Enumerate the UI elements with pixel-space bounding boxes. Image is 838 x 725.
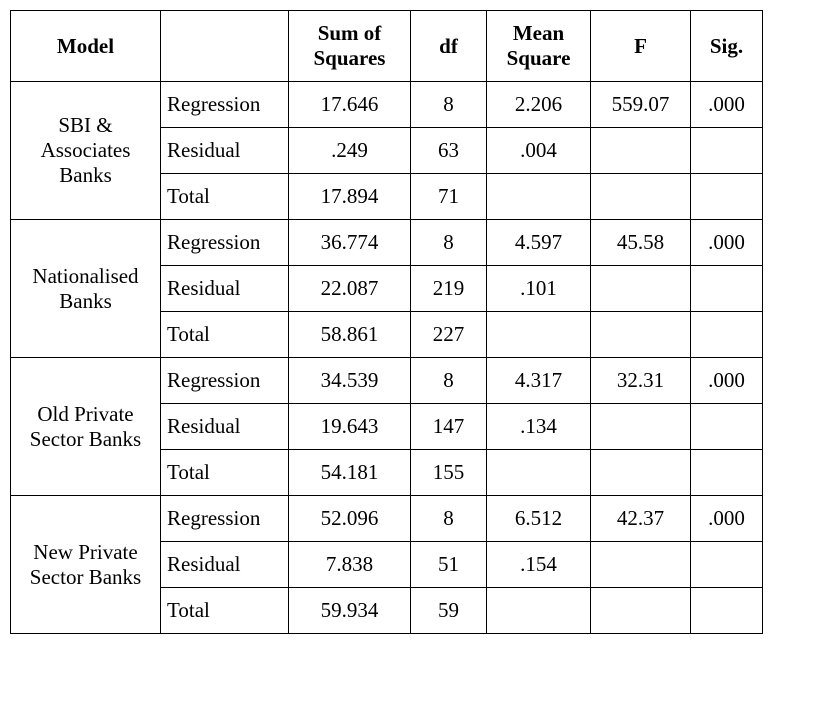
df-cell: 219 (411, 266, 487, 312)
source-cell: Regression (161, 82, 289, 128)
f-cell (591, 174, 691, 220)
ss-cell: 59.934 (289, 588, 411, 634)
table-row: SBI & Associates Banks Regression 17.646… (11, 82, 763, 128)
ms-cell: 2.206 (487, 82, 591, 128)
model-cell: SBI & Associates Banks (11, 82, 161, 220)
table-row: Nationalised Banks Regression 36.774 8 4… (11, 220, 763, 266)
sig-cell: .000 (691, 82, 763, 128)
df-cell: 227 (411, 312, 487, 358)
col-header-model: Model (11, 11, 161, 82)
f-cell (591, 450, 691, 496)
sig-cell: .000 (691, 220, 763, 266)
sig-cell: .000 (691, 496, 763, 542)
ms-cell (487, 312, 591, 358)
f-cell (591, 588, 691, 634)
source-cell: Residual (161, 128, 289, 174)
sig-cell (691, 128, 763, 174)
ss-cell: 19.643 (289, 404, 411, 450)
df-cell: 59 (411, 588, 487, 634)
f-cell: 32.31 (591, 358, 691, 404)
df-cell: 8 (411, 220, 487, 266)
source-cell: Total (161, 174, 289, 220)
sig-cell (691, 312, 763, 358)
source-cell: Residual (161, 542, 289, 588)
ms-cell: 4.317 (487, 358, 591, 404)
df-cell: 8 (411, 358, 487, 404)
source-cell: Total (161, 312, 289, 358)
ss-cell: 34.539 (289, 358, 411, 404)
f-cell (591, 128, 691, 174)
sig-cell (691, 588, 763, 634)
ss-cell: 54.181 (289, 450, 411, 496)
col-header-f: F (591, 11, 691, 82)
ms-cell: 4.597 (487, 220, 591, 266)
df-cell: 51 (411, 542, 487, 588)
sig-cell (691, 542, 763, 588)
f-cell (591, 404, 691, 450)
ss-cell: 17.894 (289, 174, 411, 220)
f-cell (591, 542, 691, 588)
ss-cell: .249 (289, 128, 411, 174)
model-cell: Nationalised Banks (11, 220, 161, 358)
ms-cell: .004 (487, 128, 591, 174)
source-cell: Regression (161, 496, 289, 542)
ms-cell (487, 450, 591, 496)
col-header-ms: Mean Square (487, 11, 591, 82)
col-header-source (161, 11, 289, 82)
source-cell: Residual (161, 404, 289, 450)
source-cell: Regression (161, 358, 289, 404)
sig-cell (691, 404, 763, 450)
anova-table: Model Sum of Squares df Mean Square F Si… (10, 10, 763, 634)
ms-cell (487, 588, 591, 634)
ss-cell: 17.646 (289, 82, 411, 128)
df-cell: 155 (411, 450, 487, 496)
f-cell: 42.37 (591, 496, 691, 542)
sig-cell: .000 (691, 358, 763, 404)
f-cell (591, 266, 691, 312)
ms-cell: 6.512 (487, 496, 591, 542)
ss-cell: 7.838 (289, 542, 411, 588)
ms-cell: .101 (487, 266, 591, 312)
sig-cell (691, 266, 763, 312)
ss-cell: 52.096 (289, 496, 411, 542)
df-cell: 147 (411, 404, 487, 450)
f-cell: 45.58 (591, 220, 691, 266)
f-cell (591, 312, 691, 358)
ss-cell: 58.861 (289, 312, 411, 358)
source-cell: Total (161, 588, 289, 634)
source-cell: Total (161, 450, 289, 496)
col-header-df: df (411, 11, 487, 82)
sig-cell (691, 174, 763, 220)
df-cell: 8 (411, 496, 487, 542)
model-cell: New Private Sector Banks (11, 496, 161, 634)
source-cell: Residual (161, 266, 289, 312)
df-cell: 8 (411, 82, 487, 128)
ms-cell: .154 (487, 542, 591, 588)
col-header-sig: Sig. (691, 11, 763, 82)
df-cell: 71 (411, 174, 487, 220)
ss-cell: 22.087 (289, 266, 411, 312)
sig-cell (691, 450, 763, 496)
table-header-row: Model Sum of Squares df Mean Square F Si… (11, 11, 763, 82)
model-cell: Old Private Sector Banks (11, 358, 161, 496)
table-row: Old Private Sector Banks Regression 34.5… (11, 358, 763, 404)
table-row: New Private Sector Banks Regression 52.0… (11, 496, 763, 542)
ss-cell: 36.774 (289, 220, 411, 266)
source-cell: Regression (161, 220, 289, 266)
col-header-ss: Sum of Squares (289, 11, 411, 82)
ms-cell (487, 174, 591, 220)
df-cell: 63 (411, 128, 487, 174)
f-cell: 559.07 (591, 82, 691, 128)
ms-cell: .134 (487, 404, 591, 450)
